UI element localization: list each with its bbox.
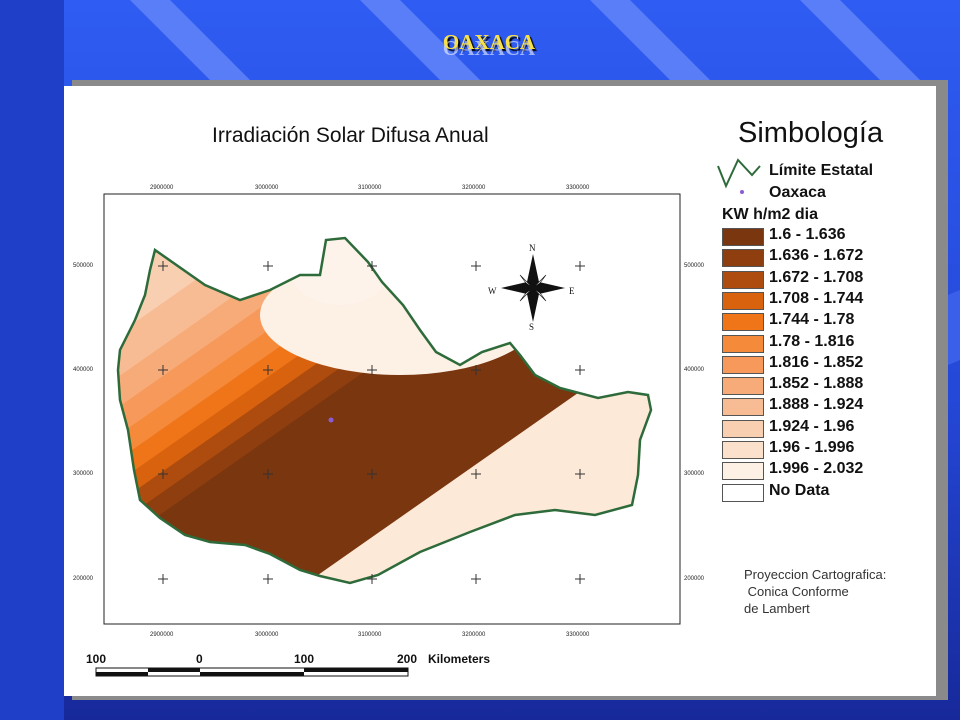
- legend-swatch: [722, 313, 764, 332]
- y-tick-right: 500000: [684, 263, 705, 269]
- x-tick-bottom: 3000000: [255, 632, 279, 638]
- compass-east-label: E: [569, 286, 575, 296]
- scale-label: 100: [294, 652, 315, 666]
- legend-class-label: 1.924 - 1.96: [769, 417, 855, 435]
- oaxaca-capital-point: [328, 417, 334, 423]
- legend-units: KW h/m2 dia: [722, 206, 819, 223]
- legend-boundary-label: Límite Estatal: [769, 162, 874, 179]
- x-tick-top: 3300000: [566, 185, 590, 191]
- projection-line-3: de Lambert: [744, 601, 810, 616]
- y-tick-right: 200000: [684, 576, 705, 582]
- legend-class-label: 1.6 - 1.636: [769, 226, 846, 243]
- legend-swatch: [722, 419, 764, 438]
- legend-class-label: 1.852 - 1.888: [769, 375, 864, 393]
- x-tick-top: 3100000: [358, 185, 382, 191]
- graticule-crosses: [158, 261, 585, 584]
- y-tick-left: 500000: [73, 263, 94, 269]
- legend-swatch: [722, 377, 764, 396]
- legend-swatch: [722, 441, 764, 459]
- x-tick-top: 3000000: [255, 185, 279, 191]
- state-boundary: [116, 236, 653, 585]
- legend-class-label: 1.78 - 1.816: [769, 332, 855, 350]
- y-tick-left: 200000: [73, 576, 94, 582]
- y-tick-right: 300000: [684, 471, 705, 477]
- legend-class-label: 1.672 - 1.708: [769, 268, 864, 286]
- x-tick-top: 2900000: [150, 185, 174, 191]
- compass-north-label: N: [529, 243, 536, 253]
- legend-swatch: [722, 291, 764, 310]
- projection-line-1: Proyeccion Cartografica:: [744, 567, 887, 582]
- legend-class-label: 1.744 - 1.78: [769, 311, 855, 329]
- legend-class-label: 1.888 - 1.924: [769, 396, 864, 414]
- legend-swatch: [722, 249, 764, 268]
- legend-point-icon: [740, 190, 744, 194]
- scale-bar: [95, 667, 409, 677]
- legend-swatch: [722, 398, 764, 417]
- x-tick-bottom: 3300000: [566, 632, 590, 638]
- y-tick-right: 400000: [684, 367, 705, 373]
- scale-label: 100: [86, 652, 107, 666]
- legend-swatch: [722, 462, 764, 481]
- north-arrow-icon: [501, 254, 565, 322]
- map-frame: [103, 193, 681, 625]
- legend-class-label: 1.708 - 1.744: [769, 289, 864, 307]
- legend-swatch: [722, 334, 764, 353]
- projection-line-2: Conica Conforme: [744, 584, 849, 599]
- x-tick-top: 3200000: [462, 185, 486, 191]
- compass-south-label: S: [529, 322, 535, 332]
- legend-point-label: Oaxaca: [769, 184, 826, 201]
- legend-class-label: 1.996 - 2.032: [769, 460, 864, 478]
- scale-unit: Kilometers: [428, 652, 491, 666]
- legend-boundary-icon: [717, 158, 761, 189]
- scale-label: 200: [397, 652, 418, 666]
- legend-swatch: [722, 483, 764, 502]
- legend-class-label: 1.96 - 1.996: [769, 439, 855, 456]
- legend-class-label: 1.636 - 1.672: [769, 247, 864, 265]
- y-tick-left: 400000: [73, 367, 94, 373]
- legend-swatch: [722, 355, 764, 374]
- y-tick-left: 300000: [73, 471, 94, 477]
- x-tick-bottom: 3100000: [358, 632, 382, 638]
- slide-title: OAXACA: [442, 30, 536, 54]
- compass-west-label: W: [488, 286, 497, 296]
- x-tick-bottom: 2900000: [150, 632, 174, 638]
- x-tick-bottom: 3200000: [462, 632, 486, 638]
- map-title: Irradiación Solar Difusa Anual: [212, 124, 489, 147]
- legend-class-label: 1.816 - 1.852: [769, 353, 864, 371]
- legend-class-label: No Data: [769, 481, 830, 499]
- scale-label: 0: [196, 652, 203, 666]
- irradiation-classes: [118, 238, 651, 583]
- legend-swatch: [722, 228, 764, 246]
- legend-title: Simbología: [738, 117, 884, 149]
- legend-swatch: [722, 270, 764, 289]
